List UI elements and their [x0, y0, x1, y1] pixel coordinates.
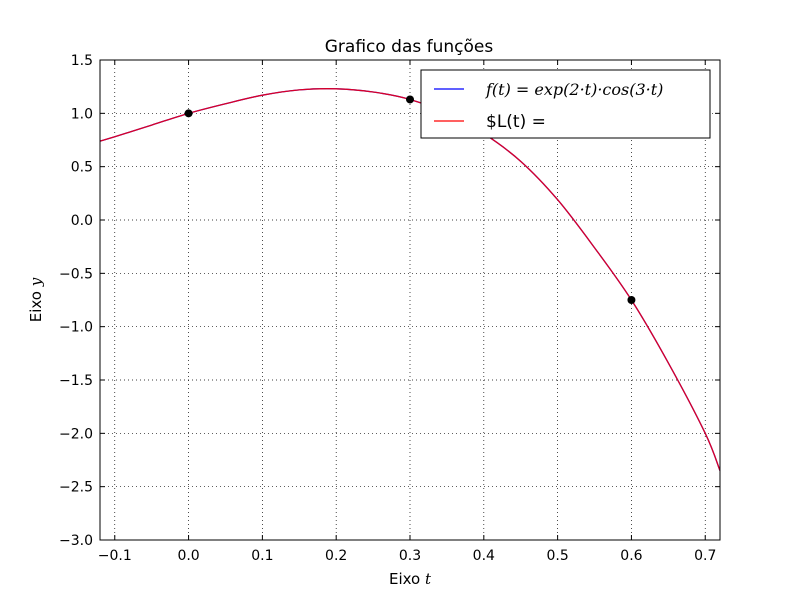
series-line-f: [99, 88, 721, 471]
legend-box: [420, 69, 711, 139]
x-tick-label: −0.1: [98, 548, 132, 564]
legend: f(t) = exp(2·t)·cos(3·t) $L(t) =: [420, 69, 711, 139]
x-axis-label: Eixo t: [389, 570, 432, 588]
x-tick-label: 0.7: [694, 548, 716, 564]
y-tick-label: 0.5: [71, 160, 93, 176]
y-tick-label: −0.5: [59, 266, 93, 282]
y-tick-label: 0.0: [71, 213, 93, 229]
x-tick-label: 0.2: [325, 548, 347, 564]
y-tick-label: 1.5: [71, 53, 93, 69]
legend-label-L: $L(t) =: [486, 112, 546, 132]
y-tick-label: −2.5: [59, 480, 93, 496]
y-axis-label-text: Eixo: [27, 291, 45, 322]
y-tick-label: −2.0: [59, 426, 93, 442]
legend-label-f: f(t) = exp(2·t)·cos(3·t): [485, 80, 663, 99]
x-tick-label: 0.3: [399, 548, 421, 564]
y-tick-label: −1.5: [59, 373, 93, 389]
y-tick-label: 1.0: [71, 106, 93, 122]
points-layer: [184, 95, 636, 304]
series-layer: [99, 88, 721, 471]
y-tick-label: −3.0: [59, 533, 93, 549]
data-point: [406, 95, 414, 104]
x-tick-label: 0.6: [620, 548, 642, 564]
x-tick-label: 0.4: [473, 548, 495, 564]
x-axis-label-text: Eixo: [389, 570, 420, 588]
chart-title: Grafico das funções: [325, 37, 494, 57]
series-line-L: [99, 88, 721, 471]
x-tick-label: 0.5: [546, 548, 568, 564]
x-tick-label: 0.0: [177, 548, 199, 564]
y-axis-label: Eixo y: [27, 277, 45, 322]
x-axis-label-var: t: [425, 570, 432, 588]
x-tick-label: 0.1: [251, 548, 273, 564]
data-point: [627, 296, 636, 304]
ticks: −0.1 0.0 0.1 0.2 0.3 0.4 0.5 0.6 0.7 1.5 1.0 0.5 0.0…: [59, 53, 720, 564]
y-tick-label: −1.0: [59, 320, 93, 336]
data-point: [184, 109, 193, 118]
y-axis-label-var: y: [27, 277, 45, 287]
